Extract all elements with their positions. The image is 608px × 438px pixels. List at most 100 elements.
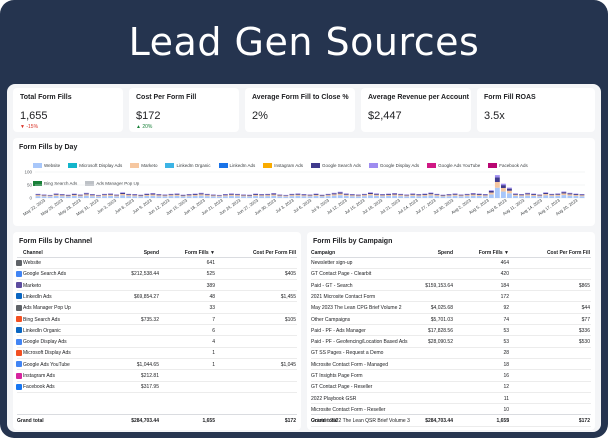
bar-segment[interactable]	[83, 195, 89, 198]
bar-segment[interactable]	[319, 194, 325, 196]
bar-segment[interactable]	[325, 195, 331, 197]
bar-segment[interactable]	[325, 196, 331, 198]
bar-segment[interactable]	[488, 190, 494, 191]
bar-segment[interactable]	[120, 192, 126, 194]
bar-segment[interactable]	[446, 195, 452, 197]
bar-segment[interactable]	[96, 195, 101, 197]
bar-segment[interactable]	[186, 195, 192, 197]
bar-segment[interactable]	[168, 195, 174, 197]
bar-segment[interactable]	[500, 185, 506, 188]
bar-segment[interactable]	[500, 191, 506, 198]
bar-segment[interactable]	[229, 194, 234, 196]
bar-segment[interactable]	[452, 193, 458, 195]
bar-segment[interactable]	[89, 194, 95, 196]
bar-segment[interactable]	[555, 194, 561, 196]
bar-segment[interactable]	[259, 195, 265, 197]
bar-segment[interactable]	[507, 193, 512, 198]
bar-segment[interactable]	[241, 196, 246, 198]
bar-segment[interactable]	[295, 193, 301, 195]
bar-segment[interactable]	[71, 194, 77, 195]
bar-segment[interactable]	[513, 193, 518, 195]
bar-segment[interactable]	[494, 181, 500, 188]
bar-segment[interactable]	[422, 196, 428, 198]
bar-segment[interactable]	[138, 196, 144, 198]
bar-segment[interactable]	[241, 195, 246, 197]
bar-segment[interactable]	[555, 193, 561, 195]
bar-segment[interactable]	[35, 196, 41, 198]
bar-segment[interactable]	[368, 193, 373, 196]
bar-segment[interactable]	[53, 194, 59, 196]
bar-segment[interactable]	[349, 195, 355, 197]
bar-segment[interactable]	[428, 193, 434, 195]
bar-segment[interactable]	[343, 194, 349, 196]
bar-segment[interactable]	[307, 196, 313, 198]
bar-segment[interactable]	[289, 195, 295, 197]
bar-segment[interactable]	[174, 195, 180, 198]
bar-segment[interactable]	[428, 194, 434, 196]
bar-segment[interactable]	[537, 195, 543, 197]
bar-segment[interactable]	[192, 194, 198, 195]
bar-segment[interactable]	[120, 193, 126, 196]
bar-segment[interactable]	[573, 194, 579, 195]
bar-segment[interactable]	[531, 194, 537, 195]
bar-segment[interactable]	[235, 194, 240, 196]
bar-segment[interactable]	[162, 196, 168, 198]
bar-segment[interactable]	[41, 196, 47, 198]
bar-segment[interactable]	[422, 194, 428, 195]
bar-segment[interactable]	[494, 175, 500, 178]
bar-segment[interactable]	[500, 183, 506, 186]
bar-segment[interactable]	[561, 195, 567, 198]
bar-segment[interactable]	[361, 196, 367, 198]
bar-segment[interactable]	[89, 195, 95, 197]
bar-segment[interactable]	[108, 193, 113, 195]
bar-segment[interactable]	[349, 194, 355, 196]
bar-segment[interactable]	[331, 193, 337, 195]
bar-segment[interactable]	[398, 194, 404, 196]
bar-segment[interactable]	[416, 194, 422, 196]
bar-segment[interactable]	[313, 196, 319, 198]
legend-item[interactable]: Instagram Ads	[263, 161, 303, 170]
legend-item[interactable]: Facebook Ads	[488, 161, 528, 170]
legend-item[interactable]: Ads Manager Pop Up	[85, 179, 139, 188]
bar-segment[interactable]	[470, 193, 476, 195]
bar-segment[interactable]	[355, 196, 361, 198]
bar-segment[interactable]	[89, 196, 95, 198]
bar-segment[interactable]	[519, 194, 524, 196]
bar-segment[interactable]	[289, 196, 295, 198]
bar-segment[interactable]	[470, 194, 476, 196]
bar-segment[interactable]	[374, 193, 379, 195]
bar-segment[interactable]	[259, 194, 265, 196]
bar-segment[interactable]	[35, 194, 41, 196]
bar-segment[interactable]	[253, 194, 259, 195]
bar-segment[interactable]	[41, 194, 47, 196]
bar-segment[interactable]	[398, 196, 404, 198]
bar-segment[interactable]	[120, 192, 126, 193]
bar-segment[interactable]	[35, 195, 41, 197]
bar-segment[interactable]	[549, 195, 555, 197]
bar-segment[interactable]	[573, 194, 579, 197]
bar-segment[interactable]	[307, 195, 313, 197]
bar-segment[interactable]	[295, 194, 301, 196]
bar-segment[interactable]	[440, 195, 446, 197]
bar-segment[interactable]	[464, 196, 470, 198]
bar-segment[interactable]	[47, 195, 53, 196]
bar-segment[interactable]	[77, 194, 83, 196]
bar-segment[interactable]	[204, 194, 210, 196]
bar-segment[interactable]	[77, 196, 83, 198]
bar-segment[interactable]	[229, 193, 234, 195]
bar-segment[interactable]	[241, 194, 246, 196]
bar-segment[interactable]	[235, 195, 240, 197]
bar-segment[interactable]	[428, 192, 434, 194]
bar-segment[interactable]	[114, 195, 120, 197]
bar-segment[interactable]	[210, 194, 216, 196]
bar-segment[interactable]	[482, 194, 488, 196]
bar-segment[interactable]	[458, 196, 464, 198]
bar-segment[interactable]	[265, 196, 271, 198]
bar-segment[interactable]	[210, 195, 216, 197]
bar-segment[interactable]	[561, 191, 567, 193]
bar-segment[interactable]	[59, 194, 65, 196]
bar-segment[interactable]	[271, 194, 277, 196]
bar-segment[interactable]	[404, 195, 410, 197]
legend-item[interactable]: Google Search Ads	[311, 161, 361, 170]
bar-segment[interactable]	[549, 196, 555, 198]
